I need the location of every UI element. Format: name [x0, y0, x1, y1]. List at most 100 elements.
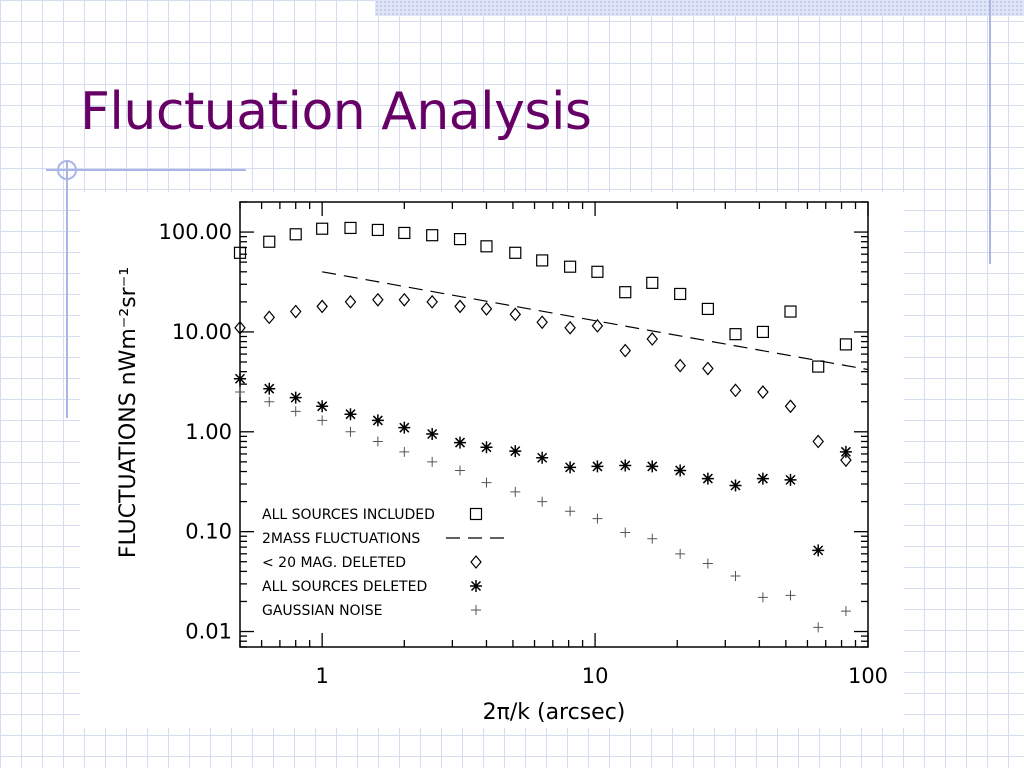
square-point-all-sources-included [674, 287, 687, 301]
diamond-point-20-mag-deleted [480, 301, 493, 316]
diamond-point-20-mag-deleted [263, 310, 276, 325]
diamond-point-20-mag-deleted [646, 332, 659, 346]
asterisk-point-all-sources-deleted [454, 436, 467, 449]
plus-point-gaussian-noise [235, 387, 245, 398]
x-tick-label: 10 [582, 664, 609, 688]
square-point-all-sources-included [426, 229, 439, 242]
legend-label: 2MASS FLUCTUATIONS [262, 531, 420, 547]
plus-point-gaussian-noise [785, 590, 796, 601]
square-point-all-sources-included [371, 223, 384, 237]
plus-point-gaussian-noise [317, 415, 328, 426]
legend-swatch-plus [471, 605, 481, 615]
legend-swatch-diamond [470, 555, 482, 569]
asterisk-point-all-sources-deleted [316, 400, 329, 413]
plus-point-gaussian-noise [290, 406, 301, 417]
plus-point-gaussian-noise [620, 527, 631, 538]
square-point-all-sources-included [480, 240, 493, 253]
square-point-all-sources-included [564, 260, 577, 273]
plus-point-gaussian-noise [675, 548, 686, 559]
plus-point-gaussian-noise [345, 426, 356, 437]
square-point-all-sources-included [646, 276, 659, 289]
asterisk-point-all-sources-deleted [344, 408, 357, 421]
asterisk-point-all-sources-deleted [509, 445, 522, 458]
diamond-point-20-mag-deleted [840, 453, 852, 468]
square-point-all-sources-included [263, 235, 276, 248]
asterisk-point-all-sources-deleted [756, 472, 769, 485]
diamond-point-20-mag-deleted [812, 434, 824, 449]
square-point-all-sources-included [344, 221, 357, 235]
plus-point-gaussian-noise [264, 396, 275, 407]
square-point-all-sources-included [701, 302, 714, 316]
y-tick-label: 10.00 [172, 320, 232, 344]
diamond-point-20-mag-deleted [591, 318, 604, 333]
slide-title: Fluctuation Analysis [80, 82, 592, 142]
y-tick-label: 1.00 [185, 420, 232, 444]
plus-point-gaussian-noise [840, 606, 851, 617]
square-point-all-sources-included [233, 246, 247, 259]
asterisk-point-all-sources-deleted [398, 421, 411, 434]
square-point-all-sources-included [812, 360, 825, 373]
asterisk-point-all-sources-deleted [234, 372, 246, 385]
y-tick-label: 0.01 [185, 620, 232, 644]
square-point-all-sources-included [509, 246, 522, 259]
x-tick-label: 100 [848, 664, 888, 688]
square-point-all-sources-included [591, 265, 604, 278]
plus-point-gaussian-noise [372, 436, 383, 447]
square-point-all-sources-included [536, 254, 549, 267]
asterisk-point-all-sources-deleted [729, 479, 742, 492]
header-decoration-bar [375, 0, 1024, 16]
diamond-point-20-mag-deleted [454, 299, 466, 314]
diamond-point-20-mag-deleted [784, 399, 797, 414]
plus-point-gaussian-noise [427, 456, 438, 467]
square-point-all-sources-included [729, 328, 742, 341]
x-tick-label: 1 [315, 664, 328, 688]
plus-point-gaussian-noise [730, 570, 741, 581]
diamond-point-20-mag-deleted [398, 292, 411, 307]
y-tick-label: 0.10 [185, 520, 232, 544]
legend-label: ALL SOURCES DELETED [262, 579, 427, 595]
diamond-point-20-mag-deleted [702, 361, 714, 376]
asterisk-point-all-sources-deleted [371, 414, 384, 427]
plus-point-gaussian-noise [813, 622, 824, 633]
plus-point-gaussian-noise [510, 486, 521, 497]
diamond-point-20-mag-deleted [426, 294, 438, 309]
square-point-all-sources-included [839, 338, 853, 351]
diamond-point-20-mag-deleted [564, 320, 576, 335]
plus-point-gaussian-noise [399, 446, 410, 457]
square-point-all-sources-included [453, 233, 467, 246]
asterisk-point-all-sources-deleted [426, 428, 439, 441]
legend-swatch-square [469, 507, 483, 521]
diamond-point-20-mag-deleted [509, 307, 522, 322]
plus-point-gaussian-noise [647, 533, 658, 544]
diamond-point-20-mag-deleted [619, 343, 632, 358]
square-point-all-sources-included [619, 286, 632, 299]
diamond-point-20-mag-deleted [372, 292, 384, 307]
legend-label: < 20 MAG. DELETED [262, 555, 406, 571]
plus-point-gaussian-noise [702, 558, 713, 569]
diamond-point-20-mag-deleted [536, 315, 548, 330]
asterisk-point-all-sources-deleted [701, 472, 714, 485]
plot-frame [239, 201, 869, 648]
dashed-line-2mass-fluctuations [322, 271, 869, 371]
asterisk-point-all-sources-deleted [536, 451, 549, 464]
asterisk-point-all-sources-deleted [839, 445, 852, 458]
title-underline [46, 169, 246, 171]
right-accent-rule [989, 0, 991, 264]
asterisk-point-all-sources-deleted [263, 382, 276, 395]
legend-swatch-asterisk [470, 580, 482, 592]
diamond-point-20-mag-deleted [674, 358, 686, 373]
asterisk-point-all-sources-deleted [646, 460, 659, 473]
legend-label: GAUSSIAN NOISE [262, 603, 382, 619]
asterisk-point-all-sources-deleted [564, 461, 577, 474]
asterisk-point-all-sources-deleted [289, 391, 302, 404]
x-axis-title: 2π/k (arcsec) [483, 700, 626, 725]
square-point-all-sources-included [756, 325, 769, 339]
square-point-all-sources-included [316, 222, 329, 235]
plus-point-gaussian-noise [481, 477, 492, 488]
asterisk-point-all-sources-deleted [674, 464, 687, 477]
diamond-point-20-mag-deleted [316, 299, 328, 314]
diamond-point-20-mag-deleted [289, 304, 302, 319]
square-point-all-sources-included [398, 226, 411, 240]
legend-label: ALL SOURCES INCLUDED [262, 507, 435, 523]
asterisk-point-all-sources-deleted [784, 473, 797, 486]
